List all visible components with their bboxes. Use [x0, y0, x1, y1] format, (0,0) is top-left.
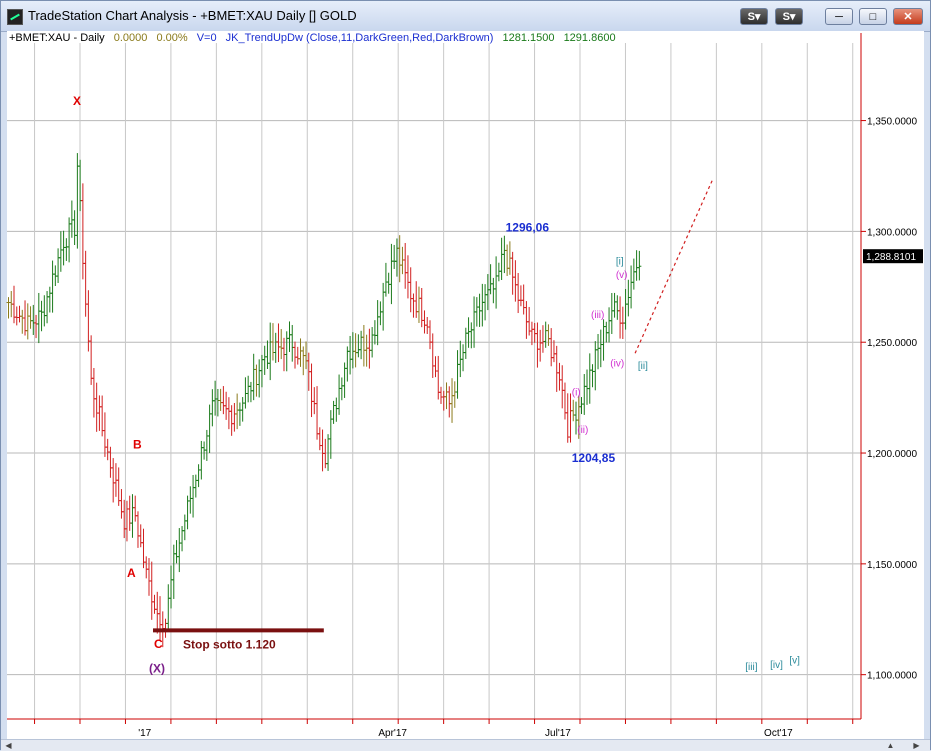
symbol-link-label-2: S	[782, 11, 790, 23]
symbol-link-button-1[interactable]: S▾	[740, 8, 768, 25]
restore-icon: □	[869, 11, 877, 23]
window-title: TradeStation Chart Analysis - +BMET:XAU …	[28, 8, 357, 23]
volume-value: V=0	[196, 32, 217, 44]
title-bar: TradeStation Chart Analysis - +BMET:XAU …	[1, 1, 930, 32]
status-line: +BMET:XAU - Daily 0.0000 0.00% V=0 JK_Tr…	[9, 32, 622, 44]
indicator-label: JK_TrendUpDw (Close,11,DarkGreen,Red,Dar…	[225, 32, 494, 44]
scroll-left-icon[interactable]: ◀	[5, 741, 12, 750]
symbol-link-label-1: S	[747, 11, 755, 23]
indicator-value-1: 1281.1500	[502, 32, 555, 44]
close-button[interactable]: ✕	[893, 8, 923, 25]
horizontal-scrollbar[interactable]: ◀ ▲ ▶	[1, 739, 930, 751]
symbol-label: +BMET:XAU - Daily	[9, 32, 105, 44]
change-pct-value: 0.00%	[156, 32, 188, 44]
minimize-icon: ─	[835, 11, 843, 23]
scroll-up-icon[interactable]: ▲	[886, 741, 895, 750]
restore-button[interactable]: □	[859, 8, 887, 25]
indicator-value-2: 1291.8600	[563, 32, 616, 44]
change-value: 0.0000	[113, 32, 148, 44]
chart-area[interactable]	[7, 31, 924, 739]
minimize-button[interactable]: ─	[825, 8, 853, 25]
scroll-right-icon[interactable]: ▶	[913, 741, 920, 750]
app-icon	[7, 9, 23, 25]
symbol-link-button-2[interactable]: S▾	[775, 8, 803, 25]
close-icon: ✕	[903, 11, 913, 23]
